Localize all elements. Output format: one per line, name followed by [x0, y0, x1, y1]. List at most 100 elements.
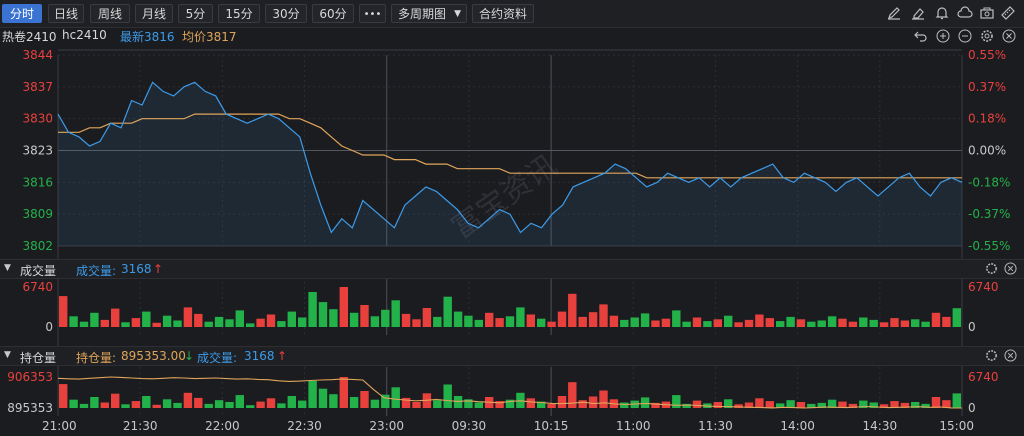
undo-icon[interactable]	[914, 29, 928, 43]
volume-bar	[713, 319, 722, 327]
oi-volume-bar	[859, 400, 868, 408]
draw-pen-icon[interactable]	[886, 5, 902, 21]
oi-volume-bar	[713, 402, 722, 408]
time-axis-label: 21:30	[123, 419, 158, 433]
oi-volume-bar	[381, 394, 390, 408]
volume-bar	[900, 320, 910, 327]
volume-bar	[90, 312, 99, 327]
oi-volume-bar	[69, 399, 78, 408]
volume-value: 3168	[121, 262, 152, 276]
oi-volume-bar	[349, 397, 359, 408]
tab-intraday[interactable]: 分时	[2, 4, 42, 23]
tab-60min[interactable]: 60分	[312, 4, 354, 23]
ruler-icon[interactable]	[1000, 5, 1016, 21]
quote-info-bar: 热卷2410 hc2410 最新3816 均价3817	[0, 27, 1024, 45]
price-tick-label: 3823	[22, 144, 53, 158]
volume-tick-label: 6740	[22, 280, 53, 294]
percent-tick-label: -0.18%	[968, 175, 1010, 189]
oi-volume-bar	[588, 396, 598, 408]
zoom-in-icon[interactable]	[936, 29, 950, 43]
oi-volume-bar	[911, 402, 920, 408]
oi-volume-bar	[692, 400, 702, 408]
oi-volume-bar	[599, 390, 608, 408]
oi-volume-bar	[568, 382, 577, 408]
volume-bar	[620, 319, 629, 327]
oi-volume-bar	[578, 400, 587, 408]
tab-5min[interactable]: 5分	[178, 4, 213, 23]
volume-bar	[869, 319, 878, 327]
percent-tick-label: -0.55%	[968, 239, 1010, 253]
alert-bell-icon[interactable]	[934, 5, 950, 21]
latest-price-label: 最新3816	[120, 30, 175, 44]
volume-bar	[630, 317, 639, 327]
volume-close-icon[interactable]	[1004, 262, 1017, 275]
volume-bar	[526, 314, 535, 327]
volume-bar	[152, 322, 161, 327]
multi-period-dropdown[interactable]: 多周期图 ▼	[391, 4, 467, 23]
volume-bar	[277, 321, 286, 327]
volume-bar	[609, 315, 619, 327]
oi-volume-bar	[287, 396, 296, 408]
oi-tick-label: 895353	[7, 401, 53, 415]
volume-bar	[516, 307, 525, 327]
oi-volume-bar	[900, 402, 910, 408]
volume-label: 成交量:	[76, 264, 117, 278]
volume-bar	[246, 323, 255, 327]
percent-tick-label: 0.18%	[968, 112, 1006, 126]
volume-tick-label: 6740	[968, 280, 999, 294]
cloud-icon[interactable]	[957, 5, 973, 21]
tab-30min[interactable]: 30分	[265, 4, 307, 23]
volume-bar	[557, 311, 567, 327]
oi-volume-bar	[142, 396, 151, 408]
oi-volume-bar	[173, 402, 182, 408]
avg-price-label: 均价3817	[182, 30, 237, 44]
clear-icon[interactable]	[910, 5, 926, 21]
time-axis-label: 09:30	[452, 419, 487, 433]
contract-code: hc2410	[62, 28, 107, 42]
oi-volume-bar	[474, 402, 483, 408]
volume-bar	[817, 320, 826, 327]
tab-monthly[interactable]: 月线	[135, 4, 173, 23]
volume-bar	[578, 316, 587, 327]
oi-settings-icon[interactable]	[985, 349, 998, 362]
more-button[interactable]: •••	[359, 4, 386, 23]
volume-bar	[952, 308, 961, 327]
volume-bar	[599, 304, 608, 327]
oi-volume-bar	[100, 402, 109, 408]
tab-weekly[interactable]: 周线	[90, 4, 130, 23]
volume-bar	[121, 322, 130, 327]
caret-down-icon: ▼	[454, 9, 461, 19]
oi-volume-value: 3168	[244, 349, 275, 363]
oi-volume-bar	[256, 401, 265, 408]
zoom-out-icon[interactable]	[958, 29, 972, 43]
tab-15min[interactable]: 15分	[218, 4, 260, 23]
close-chart-icon[interactable]	[1002, 29, 1016, 43]
volume-bar	[568, 293, 577, 327]
tab-daily[interactable]: 日线	[48, 4, 84, 23]
oi-volume-bar	[838, 401, 847, 408]
volume-bar	[879, 322, 889, 327]
volume-bar	[204, 321, 213, 327]
volume-bar	[755, 314, 764, 327]
oi-volume-bar	[672, 395, 681, 408]
oi-volume-bar	[162, 399, 172, 408]
settings-icon[interactable]	[980, 29, 994, 43]
oi-close-icon[interactable]	[1004, 349, 1017, 362]
volume-bar	[796, 319, 806, 327]
time-axis-label: 11:00	[616, 419, 651, 433]
oi-volume-bar	[744, 402, 754, 408]
oi-volume-bar	[952, 393, 961, 408]
volume-settings-icon[interactable]	[985, 262, 998, 275]
volume-bar	[162, 315, 172, 327]
contract-info-button[interactable]: 合约资料	[472, 4, 534, 23]
oi-volume-bar	[869, 402, 878, 408]
volume-bar	[391, 300, 400, 327]
oi-volume-bar	[796, 402, 806, 408]
collapse-volume-icon[interactable]: ▼	[4, 263, 11, 273]
volume-bar	[807, 321, 816, 327]
volume-bar	[931, 312, 941, 327]
screenshot-camera-icon[interactable]	[979, 5, 995, 21]
volume-bar	[59, 296, 68, 327]
collapse-oi-icon[interactable]: ▼	[4, 350, 11, 360]
